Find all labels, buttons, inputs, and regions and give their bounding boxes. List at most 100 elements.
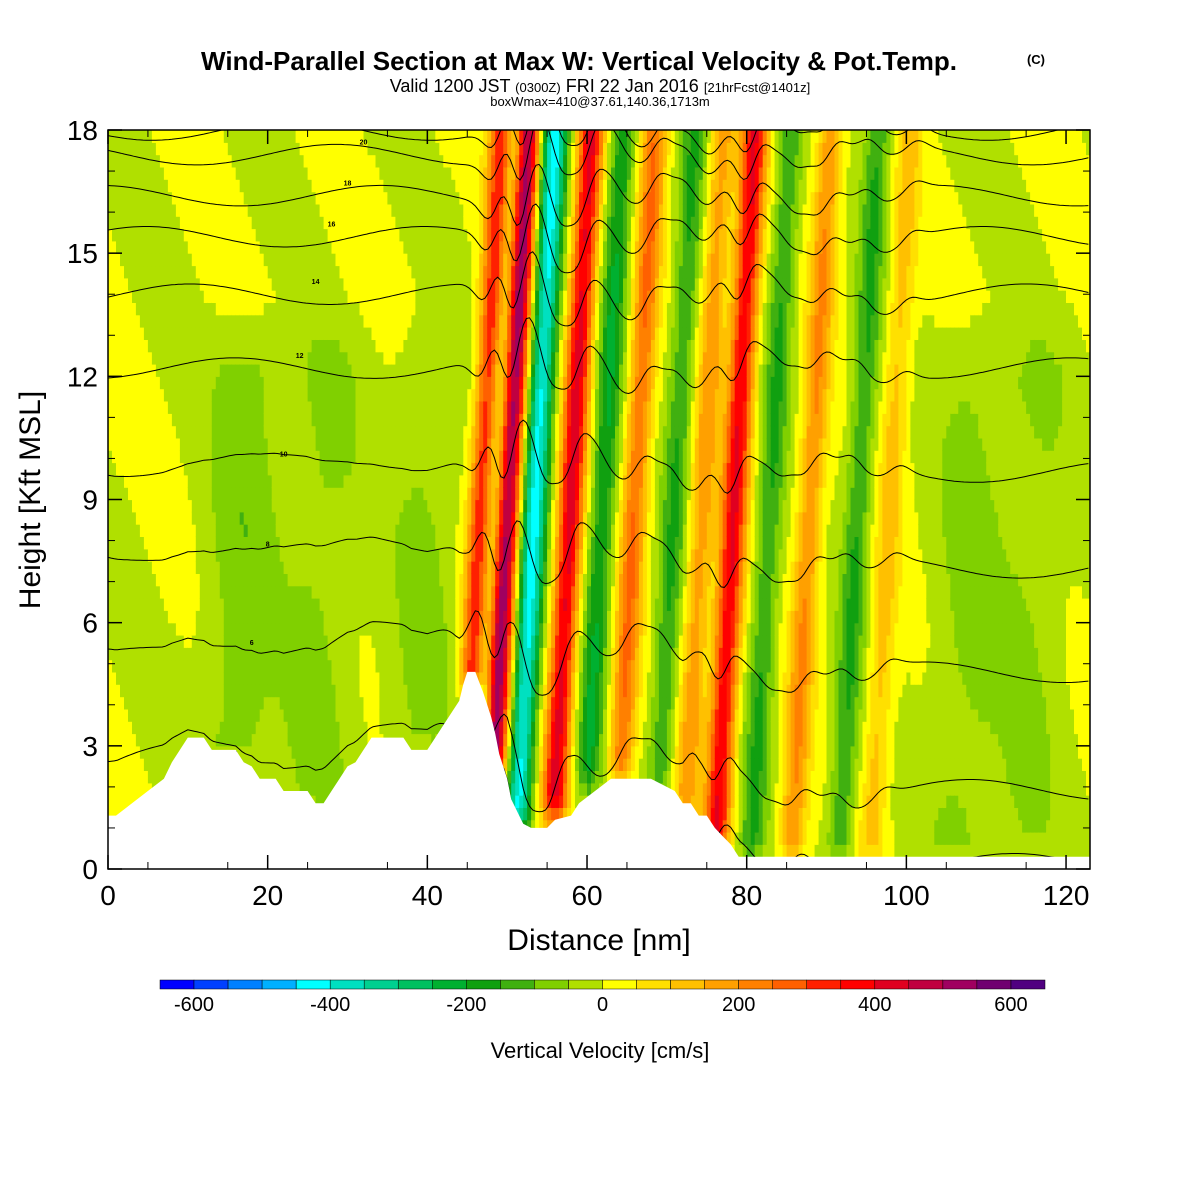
velocity-cell: [339, 561, 345, 574]
velocity-cell: [431, 376, 436, 390]
velocity-cell: [427, 536, 432, 550]
velocity-cell: [315, 216, 321, 230]
velocity-cell: [167, 659, 173, 673]
velocity-cell: [108, 277, 113, 291]
velocity-cell: [128, 536, 133, 550]
velocity-cell: [347, 388, 353, 402]
velocity-cell: [367, 413, 373, 427]
velocity-cell: [351, 142, 357, 156]
velocity-cell: [207, 462, 213, 476]
velocity-cell: [423, 499, 428, 513]
velocity-cell: [347, 179, 353, 193]
velocity-cell: [163, 585, 169, 599]
velocity-cell: [175, 573, 181, 587]
velocity-cell: [343, 708, 349, 722]
velocity-cell: [435, 290, 440, 303]
velocity-cell: [120, 216, 125, 230]
velocity-cell: [407, 413, 412, 427]
velocity-cell: [219, 265, 225, 279]
velocity-cell: [323, 659, 329, 673]
velocity-cell: [295, 142, 301, 156]
velocity-cell: [203, 622, 209, 636]
velocity-cell: [124, 647, 129, 661]
velocity-cell: [307, 437, 313, 451]
velocity-cell: [211, 142, 217, 156]
velocity-cell: [227, 708, 233, 722]
velocity-cell: [379, 561, 384, 574]
velocity-cell: [195, 437, 201, 451]
velocity-cell: [387, 203, 392, 217]
velocity-cell: [231, 364, 237, 377]
velocity-cell: [128, 290, 133, 303]
velocity-cell: [291, 130, 297, 143]
velocity-cell: [124, 240, 129, 254]
velocity-cell: [311, 253, 317, 267]
velocity-cell: [159, 647, 165, 661]
velocity-cell: [163, 733, 169, 747]
velocity-cell: [387, 253, 392, 267]
velocity-cell: [255, 622, 261, 636]
velocity-cell: [203, 647, 209, 661]
velocity-cell: [120, 425, 125, 439]
velocity-cell: [219, 191, 225, 205]
velocity-cell: [171, 351, 177, 365]
velocity-cell: [307, 610, 313, 624]
velocity-cell: [419, 203, 424, 217]
velocity-cell: [239, 598, 245, 611]
velocity-cell: [251, 524, 257, 537]
velocity-cell: [263, 191, 269, 205]
velocity-cell: [259, 524, 265, 537]
velocity-cell: [271, 142, 277, 156]
velocity-cell: [327, 573, 333, 587]
velocity-cell: [431, 253, 436, 267]
velocity-cell: [108, 413, 113, 427]
velocity-cell: [108, 659, 113, 673]
velocity-cell: [411, 351, 416, 365]
velocity-cell: [263, 524, 269, 537]
velocity-cell: [287, 425, 293, 439]
velocity-cell: [299, 733, 305, 747]
velocity-cell: [275, 585, 281, 599]
velocity-cell: [391, 721, 396, 735]
velocity-cell: [343, 622, 349, 636]
velocity-cell: [259, 327, 265, 340]
velocity-cell: [363, 364, 369, 377]
velocity-cell: [183, 425, 189, 439]
velocity-cell: [323, 376, 329, 390]
velocity-cell: [423, 511, 428, 525]
velocity-cell: [423, 351, 428, 365]
velocity-cell: [223, 130, 229, 143]
velocity-cell: [163, 351, 169, 365]
velocity-cell: [415, 327, 420, 340]
velocity-cell: [419, 388, 424, 402]
velocity-cell: [215, 733, 221, 747]
velocity-cell: [195, 290, 201, 303]
velocity-cell: [279, 130, 285, 143]
velocity-cell: [151, 253, 157, 267]
velocity-cell: [116, 364, 121, 377]
velocity-cell: [124, 487, 129, 501]
velocity-cell: [191, 598, 197, 611]
velocity-cell: [415, 598, 420, 611]
velocity-cell: [403, 536, 408, 550]
velocity-cell: [155, 265, 161, 279]
velocity-cell: [291, 573, 297, 587]
velocity-cell: [191, 203, 197, 217]
velocity-cell: [287, 561, 293, 574]
velocity-cell: [195, 302, 201, 316]
velocity-cell: [335, 203, 341, 217]
velocity-cell: [132, 733, 137, 747]
velocity-cell: [363, 511, 369, 525]
velocity-cell: [271, 745, 277, 759]
velocity-cell: [391, 203, 396, 217]
velocity-cell: [299, 474, 305, 488]
velocity-cell: [195, 721, 201, 735]
velocity-cell: [128, 622, 133, 636]
velocity-cell: [151, 708, 157, 722]
velocity-cell: [132, 228, 137, 242]
velocity-cell: [251, 339, 257, 353]
velocity-cell: [143, 179, 149, 193]
velocity-cell: [419, 130, 424, 143]
velocity-cell: [431, 327, 436, 340]
velocity-cell: [299, 696, 305, 710]
